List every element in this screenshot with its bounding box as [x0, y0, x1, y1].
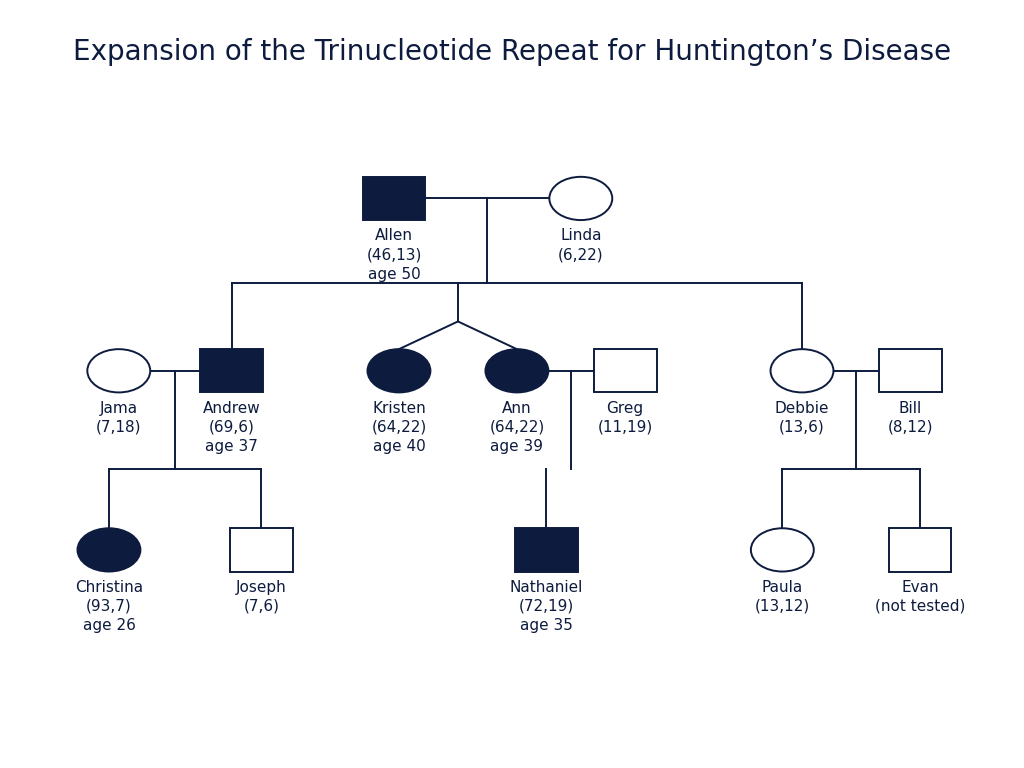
Text: Ann
(64,22)
age 39: Ann (64,22) age 39	[489, 401, 545, 454]
Circle shape	[78, 528, 140, 571]
Bar	[229, 528, 293, 571]
Text: Debbie
(13,6): Debbie (13,6)	[775, 401, 829, 435]
Circle shape	[368, 349, 430, 392]
Circle shape	[770, 349, 834, 392]
Bar	[879, 349, 942, 392]
Circle shape	[485, 349, 549, 392]
Text: Kristen
(64,22)
age 40: Kristen (64,22) age 40	[372, 401, 427, 454]
Bar	[515, 528, 578, 571]
Text: Bill
(8,12): Bill (8,12)	[888, 401, 933, 435]
Bar	[201, 349, 263, 392]
Text: Expansion of the Trinucleotide Repeat for Huntington’s Disease: Expansion of the Trinucleotide Repeat fo…	[73, 38, 951, 66]
Bar	[362, 177, 426, 220]
Bar	[594, 349, 656, 392]
Text: Nathaniel
(72,19)
age 35: Nathaniel (72,19) age 35	[510, 580, 583, 633]
Text: Jama
(7,18): Jama (7,18)	[96, 401, 141, 435]
Text: Andrew
(69,6)
age 37: Andrew (69,6) age 37	[203, 401, 261, 454]
Circle shape	[549, 177, 612, 220]
Text: Christina
(93,7)
age 26: Christina (93,7) age 26	[75, 580, 143, 633]
Text: Paula
(13,12): Paula (13,12)	[755, 580, 810, 614]
Text: Allen
(46,13)
age 50: Allen (46,13) age 50	[367, 228, 422, 282]
Text: Linda
(6,22): Linda (6,22)	[558, 228, 603, 263]
Text: Greg
(11,19): Greg (11,19)	[597, 401, 652, 435]
Text: Evan
(not tested): Evan (not tested)	[874, 580, 966, 614]
Bar	[889, 528, 951, 571]
Text: Joseph
(7,6): Joseph (7,6)	[236, 580, 287, 614]
Circle shape	[751, 528, 814, 571]
Circle shape	[87, 349, 151, 392]
